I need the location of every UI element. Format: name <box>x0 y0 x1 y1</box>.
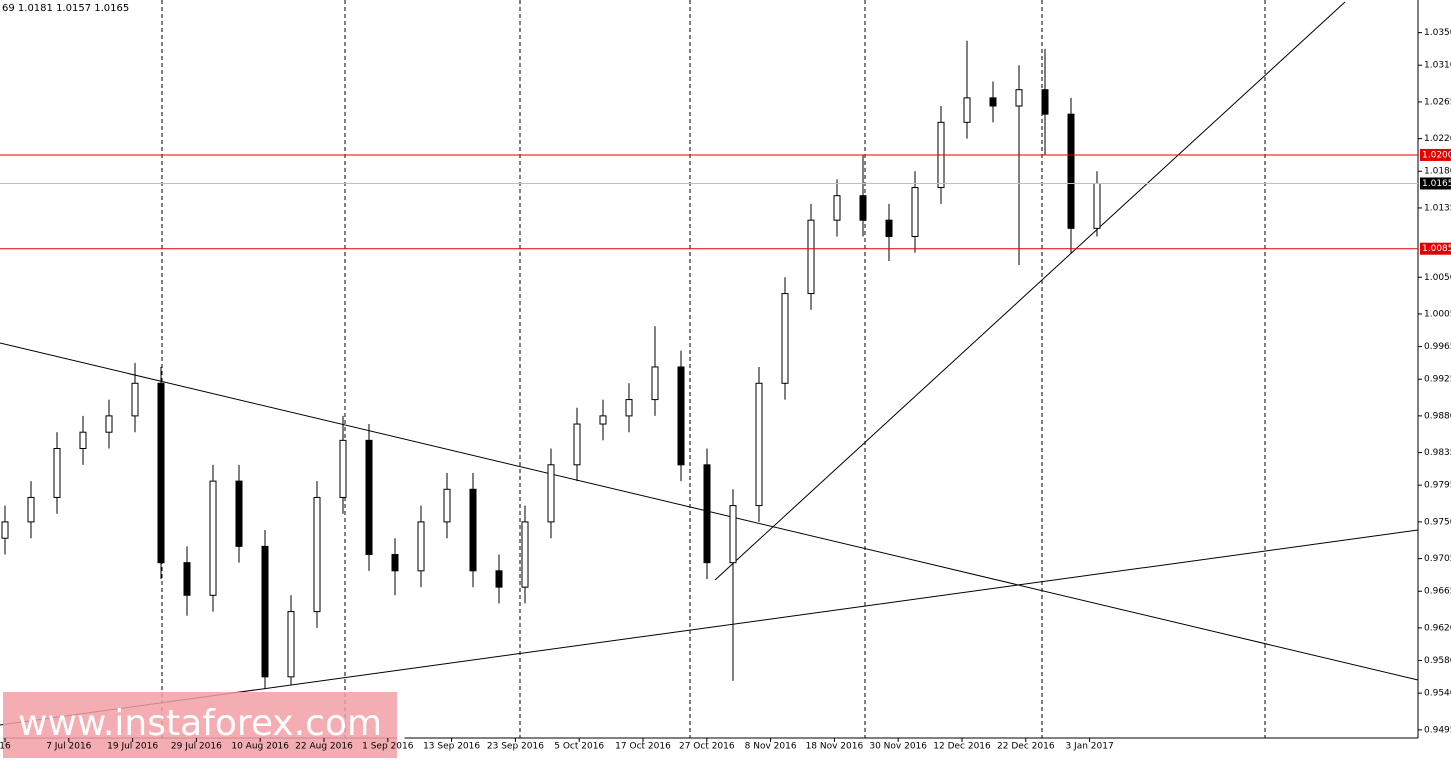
candle-body <box>703 464 711 564</box>
candle-body <box>859 195 867 221</box>
y-tick-label: 1.0310 <box>1424 61 1451 71</box>
x-tick-label: 23 Sep 2016 <box>487 742 544 752</box>
level-label: 1.0085 <box>1422 244 1451 254</box>
candle-body <box>755 382 763 507</box>
y-tick-label: 1.0180 <box>1424 167 1451 177</box>
candle-body <box>443 488 451 523</box>
candle-body <box>1093 182 1101 229</box>
level-box <box>1420 148 1451 161</box>
y-tick-label: 1.0265 <box>1424 97 1451 107</box>
candle-body <box>1067 113 1075 229</box>
y-tick-label: 1.0220 <box>1424 134 1451 144</box>
x-tick-label: 1 Sep 2016 <box>362 742 414 752</box>
candle-body <box>885 219 893 237</box>
period-separators <box>161 0 1266 738</box>
candle-body <box>53 448 61 498</box>
y-tick-label: 1.0135 <box>1424 203 1451 213</box>
candle-body <box>599 415 607 425</box>
y-tick-label: 0.9965 <box>1424 342 1451 352</box>
candle-body <box>729 505 737 564</box>
candle-body <box>27 496 35 523</box>
candle-body <box>313 496 321 613</box>
candle-body <box>547 464 555 523</box>
y-tick-label: 1.0005 <box>1424 309 1451 319</box>
candle-body <box>417 521 425 572</box>
candle-body <box>79 431 87 450</box>
candle-body <box>209 480 217 596</box>
candle-body <box>105 415 113 433</box>
x-tick-label: 17 Oct 2016 <box>615 742 671 752</box>
candle-body <box>677 366 685 466</box>
candle-body <box>833 195 841 221</box>
level-label: 1.0200 <box>1422 150 1451 160</box>
x-tick-label: 18 Nov 2016 <box>806 742 864 752</box>
x-tick-label: 30 Nov 2016 <box>869 742 927 752</box>
y-tick-label: 1.0350 <box>1424 28 1451 38</box>
x-tick-label: 19 Jul 2016 <box>107 742 158 752</box>
y-tick-label: 0.9495 <box>1424 725 1451 735</box>
header: 69 1.0181 1.0157 1.0165 <box>2 3 129 14</box>
candle-body <box>1041 89 1049 115</box>
watermark-box <box>3 692 397 758</box>
candle-body <box>625 399 633 417</box>
candle-body <box>1 521 9 539</box>
candle-body <box>235 480 243 547</box>
candle-body <box>781 293 789 384</box>
x-tick-label: 29 Jul 2016 <box>171 742 222 752</box>
candle-body <box>911 187 919 237</box>
candle-body <box>963 97 971 123</box>
current-price-box <box>1420 177 1451 190</box>
candle-body <box>651 366 659 401</box>
candle-body <box>157 382 165 564</box>
watermark: [ www.instaforex.com ] <box>0 703 408 744</box>
y-tick-label: 0.9795 <box>1424 481 1451 491</box>
candle-body <box>495 570 503 588</box>
candle-body <box>339 439 347 498</box>
candle-body <box>365 439 373 556</box>
x-tick-label: 22 Dec 2016 <box>997 742 1055 752</box>
current-price-label: 1.0165 <box>1422 179 1451 189</box>
candle-body <box>573 423 581 466</box>
candle-body <box>261 545 269 678</box>
y-tick-label: 0.9705 <box>1424 554 1451 564</box>
x-tick-label: 12 Dec 2016 <box>933 742 991 752</box>
candle-body <box>287 611 295 678</box>
candle-body <box>1015 89 1023 107</box>
x-tick-label: 10 Aug 2016 <box>231 742 289 752</box>
candle-body <box>469 488 477 572</box>
y-tick-label: 0.9925 <box>1424 375 1451 385</box>
candle-body <box>131 382 139 417</box>
candle-body <box>521 521 529 588</box>
x-tick-label: 13 Sep 2016 <box>423 742 480 752</box>
candle-body <box>391 554 399 572</box>
y-tick-label: 0.9665 <box>1424 587 1451 597</box>
x-tick-label: 22 Aug 2016 <box>295 742 353 752</box>
y-tick-label: 1.0050 <box>1424 273 1451 283</box>
x-tick-label: 8 Nov 2016 <box>745 742 797 752</box>
x-tick-label: 3 Jan 2017 <box>1065 742 1113 752</box>
candle-body <box>807 219 815 295</box>
level-box <box>1420 242 1451 255</box>
x-tick-label: 5 Oct 2016 <box>554 742 604 752</box>
candle-body <box>989 97 997 107</box>
y-tick-label: 0.9835 <box>1424 448 1451 458</box>
candle-body <box>183 562 191 596</box>
x-tick-label: 27 Oct 2016 <box>679 742 735 752</box>
x-tick-label: 16 <box>0 742 11 752</box>
x-tick-label: 7 Jul 2016 <box>46 742 91 752</box>
